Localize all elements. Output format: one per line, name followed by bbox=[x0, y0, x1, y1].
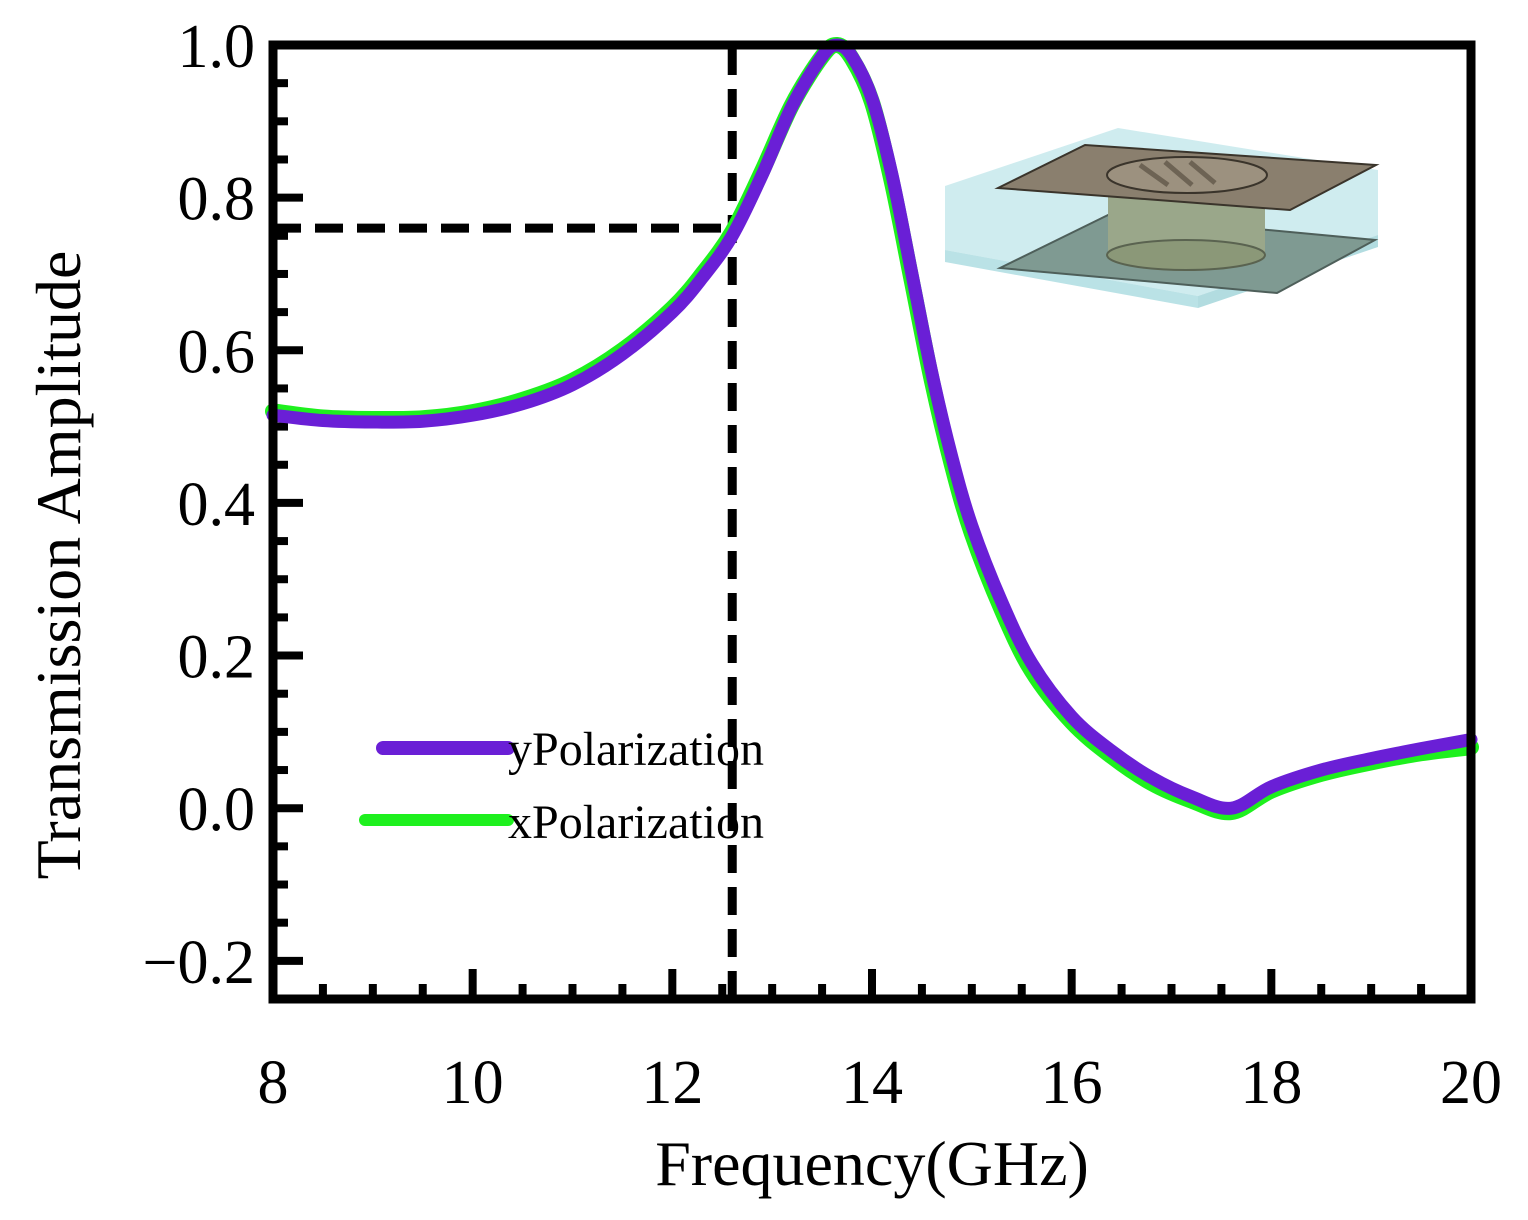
unit-cell-inset bbox=[945, 128, 1380, 308]
y-tick-label: 1.0 bbox=[178, 13, 256, 81]
legend: yPolarization xPolarization bbox=[359, 723, 764, 849]
x-tick-labels: 8 10 12 14 16 18 20 bbox=[258, 1049, 1503, 1117]
inset-slot-2 bbox=[1163, 160, 1194, 187]
y-axis-title: Transmission Amplitude bbox=[23, 251, 94, 880]
series-layer bbox=[265, 36, 1479, 821]
x-tick-label: 20 bbox=[1440, 1049, 1502, 1117]
x-axis-title: Frequency(GHz) bbox=[655, 1128, 1089, 1199]
x-tick-label: 8 bbox=[258, 1049, 289, 1117]
series-line-ypolarization bbox=[266, 38, 1478, 815]
inset-slot-1 bbox=[1138, 162, 1170, 188]
x-tick-label: 16 bbox=[1041, 1049, 1103, 1117]
x-tick-label: 18 bbox=[1240, 1049, 1302, 1117]
x-tick-label: 12 bbox=[641, 1049, 703, 1117]
y-tick-labels: −0.2 0.0 0.2 0.4 0.6 0.8 1.0 bbox=[143, 13, 255, 997]
x-tick-label: 10 bbox=[442, 1049, 504, 1117]
legend-label-xpolarization: xPolarization bbox=[508, 796, 764, 849]
inset-top-plate-hole bbox=[1106, 156, 1268, 194]
x-tick-label: 14 bbox=[841, 1049, 903, 1117]
y-tick-label: 0.8 bbox=[178, 166, 256, 234]
inset-slot-3 bbox=[1188, 160, 1217, 185]
reference-lines bbox=[273, 45, 737, 999]
legend-label-ypolarization: yPolarization bbox=[508, 723, 764, 776]
y-tick-label: 0.2 bbox=[178, 624, 256, 692]
y-tick-label: 0.4 bbox=[178, 471, 256, 539]
y-tick-label: 0.6 bbox=[178, 318, 256, 386]
y-tick-label: −0.2 bbox=[143, 929, 255, 997]
plot-frame bbox=[268, 40, 1476, 1004]
y-tick-label: 0.0 bbox=[178, 776, 256, 844]
inset-cylinder-bottom bbox=[1106, 239, 1266, 271]
